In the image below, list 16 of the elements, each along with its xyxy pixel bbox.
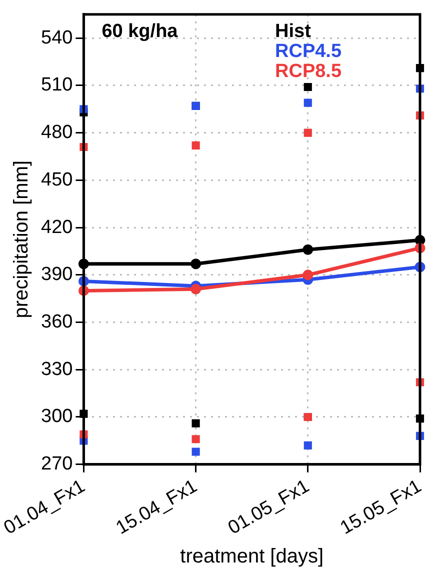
chart-title: 60 kg/ha <box>102 21 178 42</box>
y-tick-label: 270 <box>41 454 73 475</box>
y-tick-label: 390 <box>41 264 73 286</box>
y-tick-label: 330 <box>41 358 73 380</box>
y-tick-label: 420 <box>41 216 73 238</box>
y-tick-label: 480 <box>41 122 73 144</box>
text: RCP8.5 <box>275 61 342 82</box>
y-tick-label: 450 <box>41 169 73 190</box>
y-tick-label: 360 <box>41 312 73 333</box>
y-tick-label: 510 <box>41 74 73 96</box>
x-axis-title: treatment [days] <box>180 546 324 568</box>
y-tick-label: 540 <box>41 27 73 48</box>
y-axis-title: precipitation [mm] <box>10 160 33 318</box>
y-tick-label: 300 <box>41 406 73 428</box>
text: Hist <box>275 21 312 42</box>
text: RCP4.5 <box>275 41 342 62</box>
